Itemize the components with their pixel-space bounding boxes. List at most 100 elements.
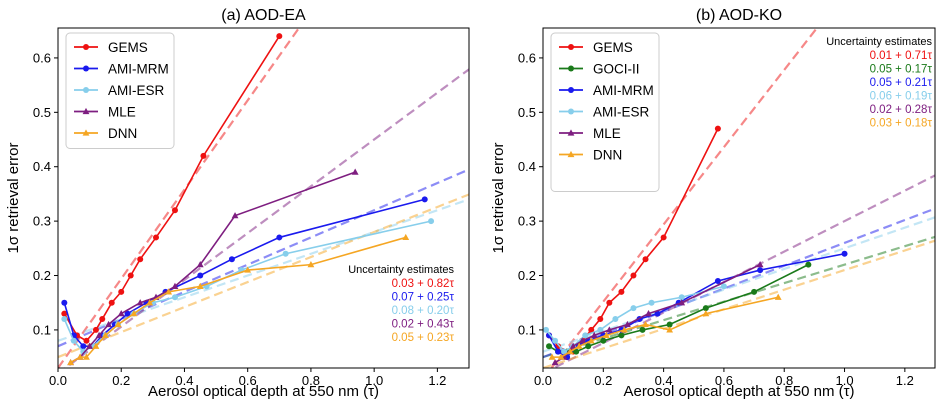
data-point [774, 293, 782, 300]
data-point [561, 348, 568, 355]
data-point [228, 256, 235, 263]
data-point [171, 282, 179, 289]
legend: GEMS AMI-MRM AMI-ESR MLE DNN [65, 32, 175, 149]
data-point [648, 299, 655, 306]
data-point [805, 261, 812, 268]
data-point [578, 337, 586, 344]
legend-marker [568, 44, 574, 50]
uncertainty-fit-label: 0.05 + 0.21τ [870, 77, 933, 89]
uncertainty-annotation: Uncertainty estimates 0.03 + 0.82τ 0.07 + … [348, 264, 454, 344]
data-point [557, 353, 565, 360]
legend-label: AMI-MRM [593, 83, 654, 98]
uncertainty-fit-label: 0.03 + 0.82τ [392, 278, 455, 290]
x-tick-label: 1.0 [365, 373, 383, 388]
data-series [61, 33, 435, 366]
data-point [548, 353, 556, 360]
legend-item-gems: GEMS [74, 40, 148, 55]
uncertainty-fit-label: 0.03 + 0.18τ [870, 118, 933, 130]
fit-line-gems [550, 28, 819, 368]
data-point [585, 343, 592, 350]
data-point [171, 294, 178, 301]
y-tick-label: 0.1 [518, 322, 536, 337]
data-point [165, 288, 173, 295]
data-point [630, 305, 637, 312]
data-point [171, 207, 178, 214]
data-point [587, 337, 595, 344]
uncertainty-fit-label: 0.02 + 0.43τ [392, 319, 455, 331]
data-point [678, 299, 686, 306]
data-point [569, 342, 577, 349]
data-point [83, 337, 90, 344]
series-ami-mrm [61, 196, 428, 350]
data-point [720, 283, 727, 290]
data-point [555, 348, 562, 355]
data-point [402, 233, 410, 241]
fit-line-goci-ii [543, 235, 935, 359]
data-point [582, 332, 589, 339]
data-point [244, 266, 252, 273]
legend-label: DNN [108, 126, 137, 141]
data-point [639, 326, 646, 333]
data-point [630, 272, 637, 279]
y-tick-label: 0.2 [33, 268, 51, 283]
data-point [421, 196, 428, 203]
data-point [841, 250, 848, 257]
series-line [70, 171, 356, 364]
legend-marker [567, 150, 575, 158]
data-point [757, 267, 764, 274]
data-point [551, 358, 559, 366]
legend-item-gems: GEMS [559, 40, 633, 55]
uncertainty-title: Uncertainty estimates [826, 36, 932, 48]
data-point [573, 348, 580, 355]
data-point [642, 320, 649, 328]
data-point [621, 326, 628, 333]
data-point [588, 326, 595, 333]
fit-lines [58, 28, 469, 368]
data-point [756, 261, 764, 268]
y-axis-label: 1σ retrieval error [490, 143, 507, 254]
data-point [351, 168, 359, 175]
x-tick-label: 0.2 [112, 373, 130, 388]
data-point [137, 256, 144, 263]
data-point [196, 282, 204, 289]
data-point [99, 316, 106, 323]
y-tick-label: 0.5 [33, 105, 51, 120]
legend-label: GEMS [108, 40, 148, 55]
fit-line-gems [58, 28, 301, 368]
y-axis-label: 1σ retrieval error [5, 143, 22, 254]
legend-box [550, 32, 660, 192]
data-point [546, 332, 553, 339]
data-point [124, 310, 131, 317]
uncertainty-fit-label: 0.05 + 0.17τ [870, 64, 933, 76]
y-tick-label: 0.5 [518, 105, 536, 120]
data-point [597, 326, 604, 333]
y-tick-label: 0.6 [518, 50, 536, 65]
fit-lines [543, 28, 935, 368]
fit-line-mle [551, 174, 935, 368]
data-point [130, 310, 138, 317]
chart-title: (b) AOD-KO [696, 7, 782, 24]
data-point [153, 234, 160, 241]
data-point [618, 288, 625, 295]
uncertainty-fit-label: 0.01 + 0.71τ [870, 50, 933, 62]
uncertainty-fit-label: 0.07 + 0.25τ [392, 292, 455, 304]
chart-panel-aod-ko: (b) AOD-KO 0.0 0.2 0.4 0.6 0.8 1.0 1.2 0.1 0.2 0.3… [490, 7, 936, 400]
y-tick-label: 0.1 [33, 322, 51, 337]
uncertainty-fit-label: 0.06 + 0.19τ [870, 91, 933, 103]
data-point [660, 234, 667, 241]
data-point [282, 250, 289, 257]
x-tick-label: 0.0 [49, 373, 67, 388]
data-point [105, 320, 112, 328]
uncertainty-fit-label: 0.08 + 0.20τ [392, 305, 455, 317]
data-point [102, 331, 109, 338]
data-point [575, 342, 583, 349]
legend-label: MLE [108, 104, 136, 119]
data-point [624, 320, 631, 328]
legend: GEMS GOCI-II AMI-MRM AMI-ESR MLE DNN [550, 32, 660, 192]
legend-item-dnn: DNN [74, 126, 137, 141]
legend-label: AMI-ESR [593, 104, 650, 119]
legend-label: AMI-MRM [108, 61, 169, 76]
uncertainty-title: Uncertainty estimates [348, 264, 454, 276]
data-point [95, 331, 103, 338]
